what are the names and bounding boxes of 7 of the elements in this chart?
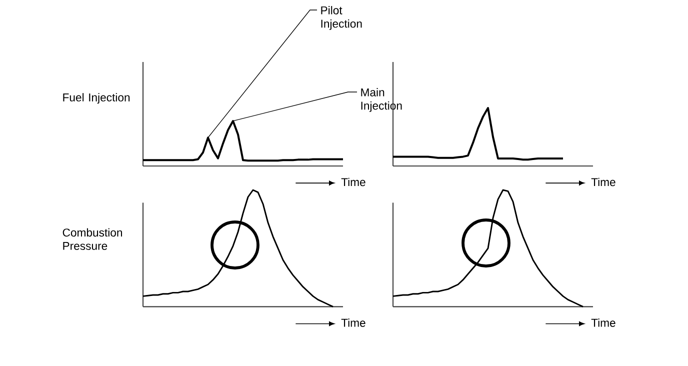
x-axis-title: Time [341, 318, 366, 327]
x-axis-title: Time [341, 178, 366, 186]
x-axis-title: Time [591, 178, 616, 186]
y-axis-title: Fuel Injection [63, 93, 130, 104]
x-axis-title: Time [591, 318, 616, 327]
y-axis-title: Combustion Pressure [62, 228, 122, 250]
text: Pilot Injection [321, 6, 362, 30]
